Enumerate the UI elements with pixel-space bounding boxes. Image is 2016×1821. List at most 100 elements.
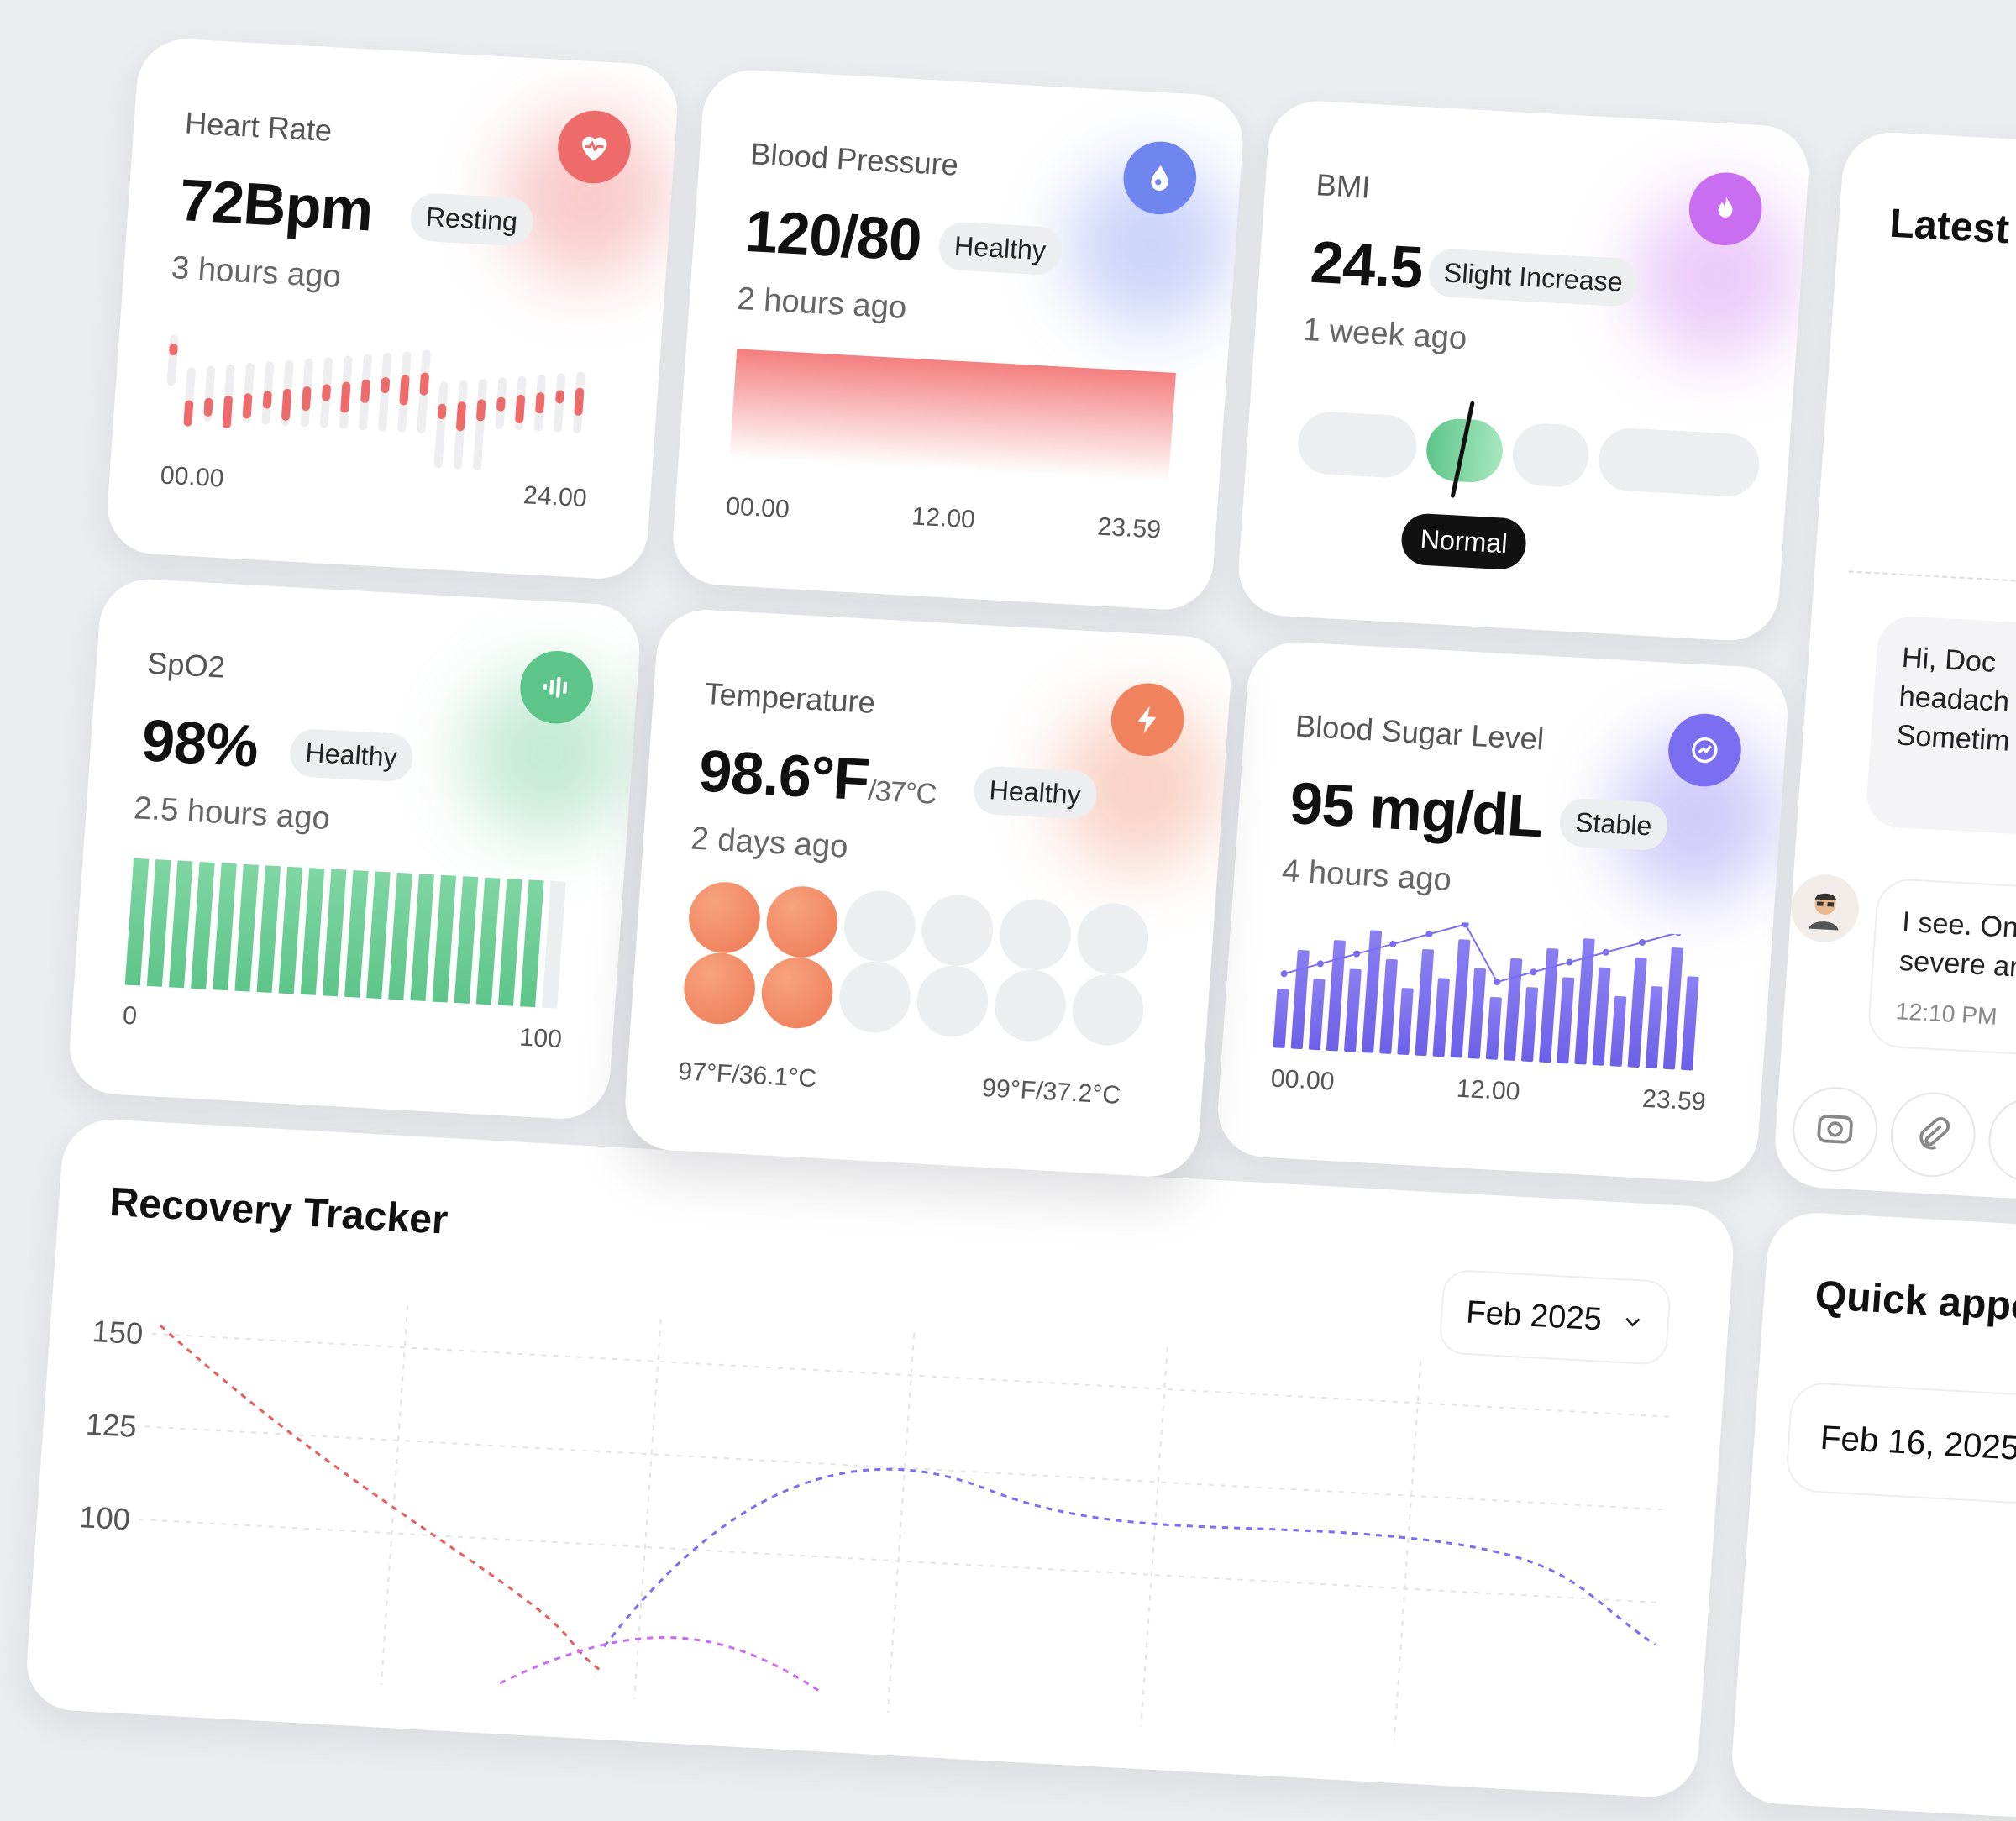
message-time: 12:10 PM [1894,998,1998,1030]
blood-sugar-point [1425,931,1433,938]
heart-rate-reading [574,387,585,417]
blood-pressure-value: 120/80 [743,197,924,274]
blood-sugar-point [1353,950,1361,958]
blood-sugar-point [1602,948,1609,956]
bmi-segment-overweight [1510,422,1591,489]
axis-label: 00.00 [725,492,790,524]
heart-icon[interactable] [555,108,633,186]
status-badge: Healthy [937,221,1063,276]
axis-label-start: 00.00 [159,461,225,493]
spo2-bar [191,861,215,989]
spo2-bar [344,870,369,998]
heart-rate-reading [360,379,370,404]
heart-rate-reading [455,401,467,432]
chevron-down-icon [1625,1317,1641,1327]
heart-rate-reading [242,392,253,419]
card-title: Temperature [703,675,877,721]
spo2-card[interactable]: SpO2 98% Healthy 2.5 hours ago 0 100 [66,576,643,1121]
last-updated: 1 week ago [1301,312,1468,357]
bmi-card[interactable]: BMI 24.5 Slight Increase 1 week ago Norm… [1235,98,1812,643]
appointment-date-field[interactable]: Feb 16, 2025 - 09. [1784,1381,2016,1510]
recovery-title: Recovery Tracker [108,1179,449,1243]
grid-lines [138,1304,1672,1741]
heart-rate-reading [419,372,430,396]
axis-label-end: 100 [518,1023,563,1054]
card-title: BMI [1315,166,1372,205]
waveform-icon[interactable] [517,648,596,726]
spo2-bar [366,871,391,1000]
camera-button[interactable] [1789,1084,1881,1174]
bmi-segment-obese [1596,426,1761,498]
spo2-bar [322,869,347,997]
temperature-dot [919,893,995,968]
quick-appointment-card[interactable]: Quick appointme Feb 16, 2025 - 09. [1729,1210,2016,1821]
blood-sugar-point [1638,938,1646,947]
drop-icon[interactable] [1121,139,1200,217]
spo2-bar [497,879,522,1006]
temperature-dot [997,897,1074,973]
spo2-bar [454,876,479,1004]
temperature-dot [1069,972,1147,1047]
series-line-pink [499,1636,822,1694]
chat-panel[interactable]: Latest C Hi, Doc headach Sometim I see. … [1772,129,2016,1204]
recovery-tracker-card[interactable]: Recovery Tracker Feb 2025 150 125 100 [24,1116,1737,1800]
spo2-bar [213,863,237,991]
heart-rate-chart [163,327,610,471]
blood-pressure-area-chart [729,349,1176,483]
period-dropdown[interactable]: Feb 2025 [1438,1268,1672,1366]
attach-button[interactable] [1887,1089,1978,1179]
y-tick: 125 [84,1406,139,1444]
spo2-bar [146,859,171,987]
heart-rate-reading [183,400,194,427]
blood-pressure-card[interactable]: Blood Pressure 120/80 Healthy 2 hours ag… [669,67,1247,612]
temperature-value: 98.6°F/37°C [697,737,939,817]
recovery-line-chart [138,1304,1672,1741]
heart-rate-reading [496,396,506,412]
axis-label: 12.00 [1455,1074,1521,1106]
temperature-dot [837,959,913,1035]
heart-rate-range [433,381,449,469]
axis-label-end: 24.00 [522,481,588,513]
blood-sugar-card[interactable]: Blood Sugar Level 95 mg/dL Stable 4 hour… [1215,639,1791,1184]
axis-label: 23.59 [1096,512,1163,544]
last-updated: 2.5 hours ago [132,790,332,837]
chat-divider [1848,570,2016,591]
status-badge: Healthy [288,727,414,783]
heart-rate-card[interactable]: Heart Rate 72Bpm Resting 3 hours ago 00.… [104,36,681,581]
y-tick: 100 [78,1498,132,1537]
last-updated: 3 hours ago [170,249,343,296]
heart-rate-range [472,379,488,471]
spo2-bar [168,860,193,989]
blood-sugar-point [1494,979,1501,986]
heart-rate-reading [534,391,545,414]
temperature-dot [681,951,758,1026]
blood-sugar-value: 95 mg/dL [1288,769,1546,850]
blood-sugar-chart [1273,912,1722,1071]
flame-icon[interactable] [1686,171,1765,248]
temperature-dot [992,968,1068,1043]
bmi-value: 24.5 [1308,228,1425,301]
bmi-segment-underweight [1296,410,1419,480]
spo2-bar [410,874,434,1002]
blood-sugar-point [1280,970,1288,978]
temperature-card[interactable]: Temperature 98.6°F/37°C Healthy 2 days a… [622,607,1234,1179]
temperature-dot [764,884,841,960]
status-badge: Healthy [972,765,1098,821]
heart-rate-reading [437,403,447,420]
temperature-dot [759,955,836,1031]
heart-rate-reading [514,394,526,424]
bolt-icon[interactable] [1108,681,1187,758]
heart-rate-reading [554,390,565,404]
temperature-dot [1074,901,1151,977]
spo2-bar [542,880,566,1009]
spo2-bar [278,866,303,994]
trend-icon[interactable] [1666,711,1744,789]
y-tick: 150 [91,1313,144,1351]
period-value: Feb 2025 [1465,1294,1604,1337]
chat-input[interactable] [1986,1095,2016,1191]
blood-sugar-trend-line [1280,921,1683,986]
spo2-bar [256,865,281,994]
temperature-dot [842,889,918,964]
avatar[interactable] [1788,873,1861,944]
temperature-dot [914,963,991,1039]
